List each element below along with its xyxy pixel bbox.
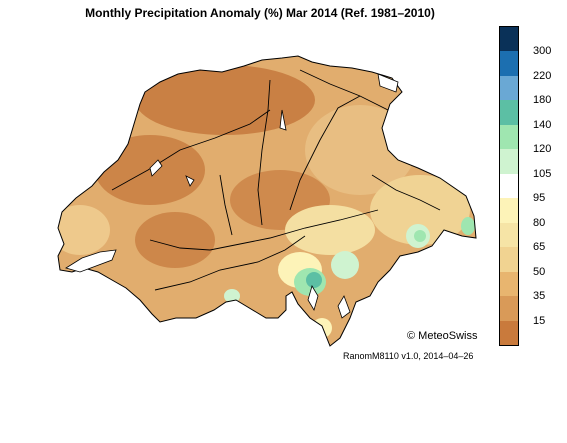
precipitation-anomaly-map bbox=[57, 55, 477, 347]
legend-tick-label: 120 bbox=[533, 143, 552, 156]
lakes bbox=[65, 73, 399, 319]
region-boundaries bbox=[111, 69, 441, 291]
legend-tick-label: 220 bbox=[533, 69, 552, 82]
legend-swatch bbox=[500, 222, 518, 248]
legend-tick-label: 80 bbox=[533, 216, 546, 229]
legend-swatch bbox=[500, 296, 518, 322]
copyright-text: © MeteoSwiss bbox=[407, 330, 478, 342]
legend-tick-label: 15 bbox=[533, 314, 546, 327]
legend-swatch bbox=[500, 247, 518, 273]
legend-tick-label: 105 bbox=[533, 167, 552, 180]
legend-tick-label: 65 bbox=[533, 241, 546, 254]
country-fill bbox=[58, 56, 476, 346]
legend-swatch bbox=[500, 198, 518, 224]
page-title: Monthly Precipitation Anomaly (%) Mar 20… bbox=[85, 6, 435, 20]
color-legend bbox=[499, 26, 519, 346]
legend-swatch bbox=[500, 320, 518, 346]
legend-swatch bbox=[500, 173, 518, 199]
legend-swatch bbox=[500, 27, 518, 52]
legend-tick-label: 300 bbox=[533, 45, 552, 58]
legend-swatch bbox=[500, 271, 518, 297]
legend-swatch bbox=[500, 124, 518, 150]
legend-swatch bbox=[500, 100, 518, 126]
legend-swatch bbox=[500, 75, 518, 101]
legend-tick-label: 50 bbox=[533, 265, 546, 278]
legend-tick-label: 95 bbox=[533, 192, 546, 205]
legend-tick-label: 180 bbox=[533, 94, 552, 107]
legend-swatch bbox=[500, 51, 518, 77]
legend-tick-label: 140 bbox=[533, 118, 552, 131]
legend-tick-label: 35 bbox=[533, 290, 546, 303]
product-version-text: RanomM8110 v1.0, 2014–04–26 bbox=[343, 351, 474, 361]
legend-swatch bbox=[500, 149, 518, 175]
